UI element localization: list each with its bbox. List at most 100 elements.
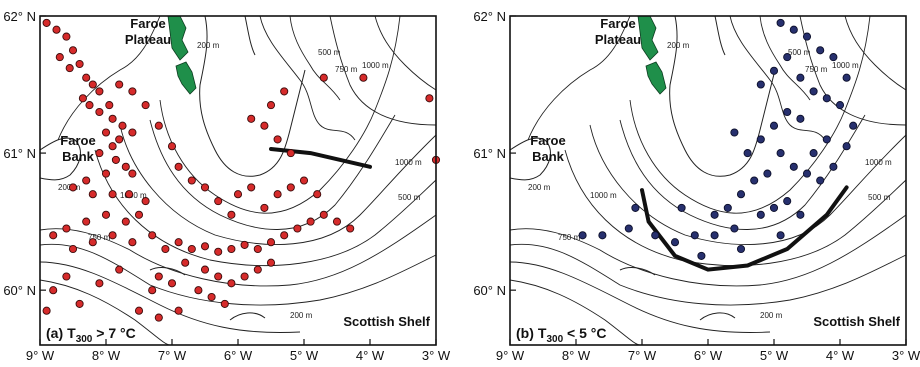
observation-point — [128, 128, 137, 137]
condition-text: > 7 °C — [92, 325, 135, 341]
observation-point — [108, 190, 117, 199]
contour-label: 1000 m — [865, 158, 892, 167]
observation-point — [220, 299, 229, 308]
observation-point — [769, 66, 779, 75]
observation-point — [62, 272, 71, 281]
observation-point — [161, 244, 170, 254]
observation-point — [88, 238, 97, 247]
x-tick-label: 7° W — [628, 348, 657, 363]
contour-label: 750 m — [558, 233, 581, 242]
contour-labels: 200 m 500 m 750 m 1000 m 1000 m 500 m 200 m 100… — [528, 41, 892, 320]
observation-point — [697, 251, 706, 260]
observation-point — [75, 59, 84, 69]
observation-point — [181, 258, 190, 267]
observation-point — [816, 176, 825, 185]
observation-point — [631, 203, 640, 212]
region-label: Scottish Shelf — [813, 314, 900, 329]
observation-point — [200, 265, 210, 274]
observation-point — [240, 272, 249, 281]
depth-contour — [619, 114, 866, 230]
coastline — [669, 15, 776, 177]
observation-point — [85, 101, 94, 110]
depth-contour — [149, 114, 396, 230]
contour-label: 1000 m — [362, 61, 389, 70]
observation-point — [233, 190, 243, 199]
contour-label: 500 m — [318, 48, 341, 57]
observation-point — [776, 18, 785, 27]
observation-point — [68, 244, 78, 254]
observation-point — [730, 224, 739, 233]
observation-point — [141, 197, 150, 206]
depth-contour — [289, 15, 341, 101]
observation-point — [247, 183, 256, 192]
observation-point — [651, 231, 660, 240]
panel-label: (b) T300 < 5 °C — [516, 325, 606, 345]
coastline — [714, 15, 726, 56]
observation-point — [108, 114, 117, 123]
observation-point — [200, 242, 210, 251]
observation-point — [214, 197, 223, 206]
observation-point — [842, 142, 851, 151]
coastline-layer — [39, 15, 306, 321]
depth-contour — [564, 149, 907, 266]
observation-point — [253, 265, 262, 274]
observation-point — [108, 231, 117, 240]
depth-contour — [844, 15, 907, 91]
observation-point — [756, 80, 765, 89]
coastline — [229, 312, 266, 321]
observation-point — [62, 32, 71, 41]
observation-point — [154, 272, 163, 281]
observation-point — [266, 101, 276, 110]
observation-point — [240, 240, 249, 249]
observation-point — [141, 101, 150, 110]
region-label: Faroe — [530, 133, 565, 148]
observation-point — [789, 25, 798, 34]
contour-label: 1000 m — [395, 158, 422, 167]
observation-point — [75, 299, 84, 308]
observation-point — [776, 231, 785, 240]
observation-point — [783, 107, 792, 117]
depth-contour — [119, 124, 437, 245]
faroe-islands — [637, 15, 667, 95]
depth-contour — [39, 243, 437, 306]
observation-point — [42, 18, 51, 27]
observation-point — [286, 149, 295, 158]
observation-point — [49, 231, 58, 240]
depth-contour — [509, 214, 907, 287]
observation-point — [319, 73, 328, 82]
observation-point — [128, 238, 137, 247]
observation-point — [187, 176, 196, 185]
observation-point — [68, 46, 78, 55]
observation-point — [816, 46, 825, 55]
condition-subscript: 300 — [546, 334, 563, 345]
observation-point — [115, 80, 124, 89]
contour-label: 200 m — [760, 311, 783, 320]
condition-subscript: 300 — [76, 334, 93, 345]
observation-point — [194, 286, 203, 295]
observation-point — [425, 94, 434, 103]
observation-point — [809, 149, 818, 158]
map-panel-b: 200 m 500 m 750 m 1000 m 1000 m 500 m 200 m 100… — [470, 0, 920, 367]
observation-point — [118, 121, 127, 130]
observation-point — [49, 286, 58, 295]
observation-point — [111, 155, 120, 164]
observation-point — [346, 224, 355, 233]
observation-point — [88, 80, 97, 89]
coastline — [509, 137, 551, 181]
observation-point — [121, 217, 130, 226]
coastline — [39, 137, 81, 181]
observation-point — [835, 101, 845, 110]
observation-point — [154, 121, 163, 130]
observation-point — [280, 87, 289, 96]
observation-point — [306, 217, 315, 226]
y-tick-label: 62° N — [473, 9, 506, 24]
observation-point — [214, 272, 223, 281]
observation-point — [82, 73, 91, 82]
region-label: Faroe — [600, 16, 635, 31]
observation-point — [783, 53, 792, 62]
coastline — [149, 267, 186, 276]
observation-point — [62, 224, 71, 233]
observation-points — [42, 18, 441, 322]
observation-point — [756, 210, 765, 219]
observation-point — [319, 210, 328, 219]
